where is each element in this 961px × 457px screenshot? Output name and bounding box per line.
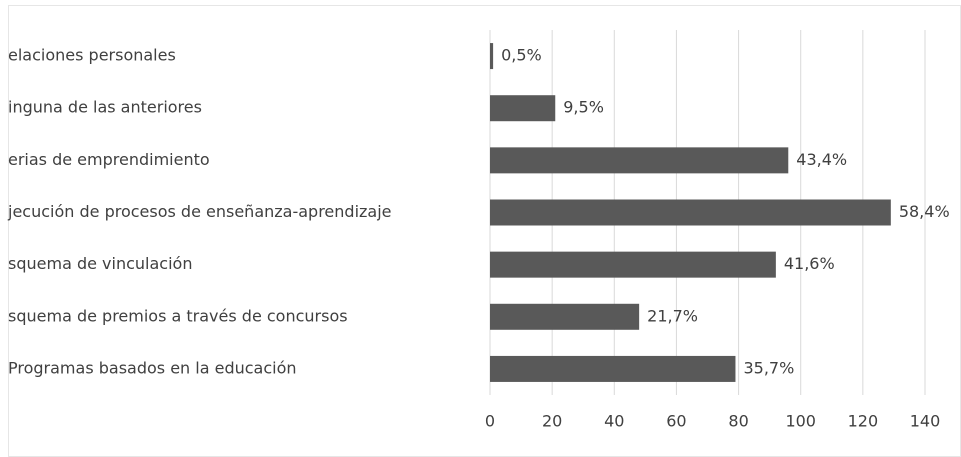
bar [490, 251, 776, 278]
bar [490, 303, 640, 330]
data-label: 21,7% [647, 306, 698, 325]
y-tick-label: squema de premios a través de concursos [8, 306, 348, 325]
x-tick-label: 0 [485, 412, 495, 431]
bar [490, 355, 736, 382]
data-label: 58,4% [899, 202, 950, 221]
y-tick-label: elaciones personales [8, 46, 176, 65]
x-tick-label: 20 [542, 412, 562, 431]
y-tick-label: erias de emprendimiento [8, 150, 210, 169]
data-label: 9,5% [563, 98, 604, 117]
chart-frame [8, 5, 961, 457]
y-tick-label: inguna de las anteriores [8, 98, 202, 117]
data-label: 35,7% [743, 358, 794, 377]
data-label: 41,6% [784, 254, 835, 273]
y-tick-label: jecución de procesos de enseñanza-aprend… [7, 202, 392, 221]
x-tick-label: 120 [848, 412, 879, 431]
x-tick-label: 140 [910, 412, 941, 431]
y-tick-label: squema de vinculación [8, 254, 192, 273]
x-tick-label: 40 [604, 412, 624, 431]
x-tick-label: 100 [785, 412, 816, 431]
bar [490, 95, 556, 122]
data-label: 43,4% [796, 150, 847, 169]
data-label: 0,5% [501, 46, 542, 65]
y-tick-label: Programas basados en la educación [8, 358, 297, 377]
x-tick-label: 80 [728, 412, 748, 431]
x-tick-label: 60 [666, 412, 686, 431]
bar [490, 199, 891, 226]
bar [490, 43, 494, 70]
bar [490, 147, 789, 174]
